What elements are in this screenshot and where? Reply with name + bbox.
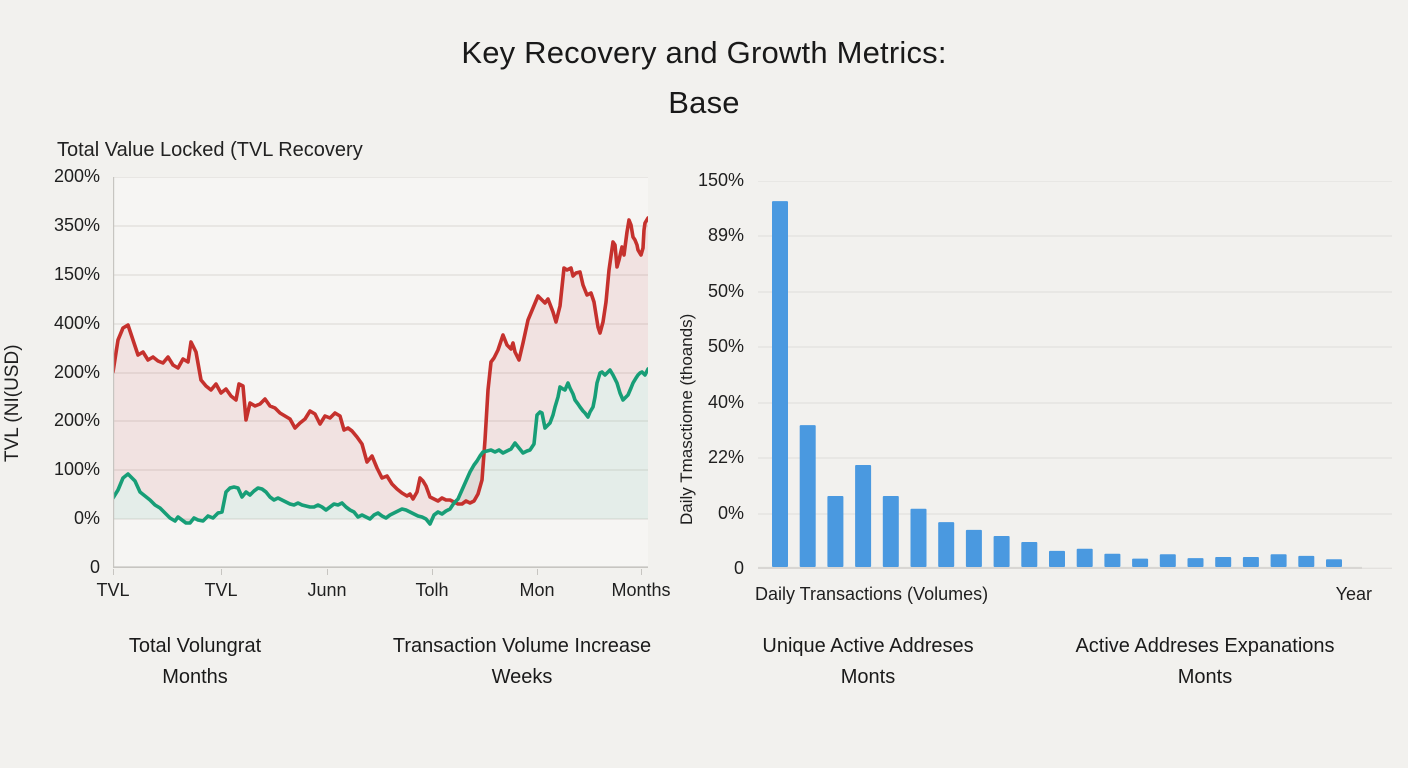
bar <box>1104 553 1121 567</box>
bar-x-axis-label-right: Year <box>1335 584 1372 604</box>
page-title-line2: Base <box>668 85 740 120</box>
tvl-y-tick-label: 200% <box>53 362 100 382</box>
tvl-x-axis-tick-mark <box>537 569 538 575</box>
bar <box>827 496 844 567</box>
tvl-line-chart <box>113 177 648 568</box>
tvl-x-axis-tick-mark <box>221 569 222 575</box>
caption-line2: Weeks <box>491 666 553 688</box>
caption-line1: Transaction Volume Increase <box>392 635 652 657</box>
tvl-chart-title: Total Value Locked (TVL Recovery <box>57 139 363 161</box>
caption-line1: Unique Active Addreses <box>762 635 974 657</box>
bar-y-tick-label: 0% <box>717 503 744 523</box>
bar <box>1021 542 1038 567</box>
bar <box>772 201 788 567</box>
caption-unique-active-addresses: Unique Active Addreses Monts <box>658 631 1078 693</box>
tvl-x-tick-label: TVL <box>204 580 238 600</box>
bar-x-axis-label-left: Daily Transactions (Volumes) <box>755 584 989 604</box>
bar-y-tick-label: 50% <box>707 281 744 301</box>
bar <box>910 508 927 567</box>
bar <box>1215 557 1232 567</box>
tvl-x-tick-label: Tolh <box>415 580 449 600</box>
tvl-y-tick-label: 200% <box>53 166 100 186</box>
caption-line2: Monts <box>840 666 896 688</box>
bar <box>1326 559 1342 567</box>
bar <box>1159 554 1176 567</box>
page-title-line1: Key Recovery and Growth Metrics: <box>461 35 947 70</box>
bar <box>1298 555 1315 567</box>
tvl-y-tick-label: 350% <box>53 215 100 235</box>
tvl-y-tick-label: 200% <box>53 410 100 430</box>
bar-y-tick-label: 89% <box>707 225 744 245</box>
bar-y-tick-label: 22% <box>707 447 744 467</box>
bar <box>938 522 955 567</box>
tvl-x-tick-label: TVL <box>96 580 130 600</box>
tvl-x-tick-label: Junn <box>307 580 347 600</box>
bar <box>1049 550 1065 567</box>
bar-y-tick-label: 150% <box>697 170 744 190</box>
tvl-x-axis-tick-mark <box>432 569 433 575</box>
bar <box>1187 558 1204 567</box>
bar-y-tick-label: 50% <box>707 336 744 356</box>
page-title: Key Recovery and Growth Metrics: Base <box>0 28 1408 128</box>
caption-transaction-volume: Transaction Volume Increase Weeks <box>312 631 732 693</box>
tvl-y-tick-label: 100% <box>53 459 100 479</box>
bar <box>1242 557 1259 567</box>
bar <box>855 465 872 567</box>
bar <box>1270 554 1287 567</box>
bar-y-tick-label: 0 <box>733 558 744 578</box>
bar <box>965 529 982 567</box>
tvl-x-tick-label: Mon <box>519 580 555 600</box>
caption-line2: Monts <box>1177 666 1233 688</box>
tvl-x-axis-tick-mark <box>113 569 114 575</box>
tvl-x-tick-label: Months <box>611 580 671 600</box>
caption-active-addresses-expanations: Active Addreses Expanations Monts <box>995 631 1408 693</box>
bar <box>1076 548 1093 567</box>
tvl-y-tick-label: 150% <box>53 264 100 284</box>
tvl-y-tick-label: 0% <box>73 508 100 528</box>
caption-line1: Active Addreses Expanations <box>1075 635 1335 657</box>
bar <box>1132 558 1149 567</box>
tvl-y-tick-label: 400% <box>53 313 100 333</box>
transactions-bar-chart <box>758 181 1392 569</box>
bar <box>993 535 1010 567</box>
bar <box>882 496 899 567</box>
bar-y-tick-label: 40% <box>707 392 744 412</box>
tvl-x-axis-tick-mark <box>641 569 642 575</box>
caption-line1: Total Volungrat <box>128 635 262 657</box>
caption-total-volungrat: Total Volungrat Months <box>0 631 405 693</box>
tvl-x-axis-tick-mark <box>327 569 328 575</box>
bar <box>799 425 816 567</box>
tvl-y-tick-label: 0 <box>89 557 100 577</box>
caption-line2: Months <box>162 666 228 688</box>
